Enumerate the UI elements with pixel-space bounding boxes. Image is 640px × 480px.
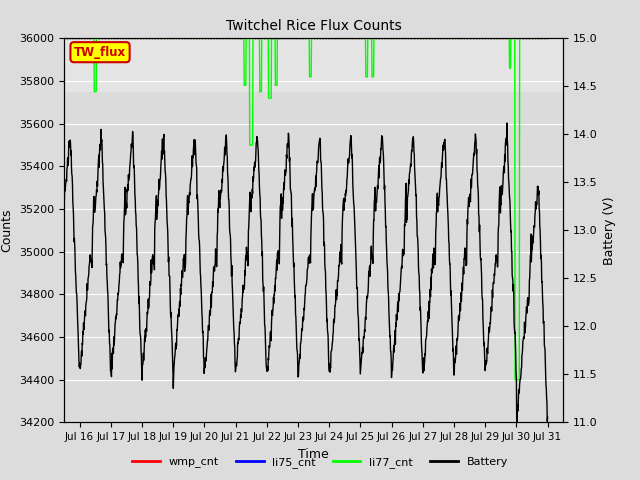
Title: Twitchel Rice Flux Counts: Twitchel Rice Flux Counts bbox=[226, 19, 401, 33]
Y-axis label: Counts: Counts bbox=[1, 209, 13, 252]
Legend: wmp_cnt, li75_cnt, li77_cnt, Battery: wmp_cnt, li75_cnt, li77_cnt, Battery bbox=[128, 452, 512, 472]
Bar bbox=[64, 92, 563, 422]
Y-axis label: Battery (V): Battery (V) bbox=[604, 196, 616, 264]
Bar bbox=[64, 38, 563, 92]
X-axis label: Time: Time bbox=[298, 448, 329, 461]
Text: TW_flux: TW_flux bbox=[74, 46, 126, 59]
